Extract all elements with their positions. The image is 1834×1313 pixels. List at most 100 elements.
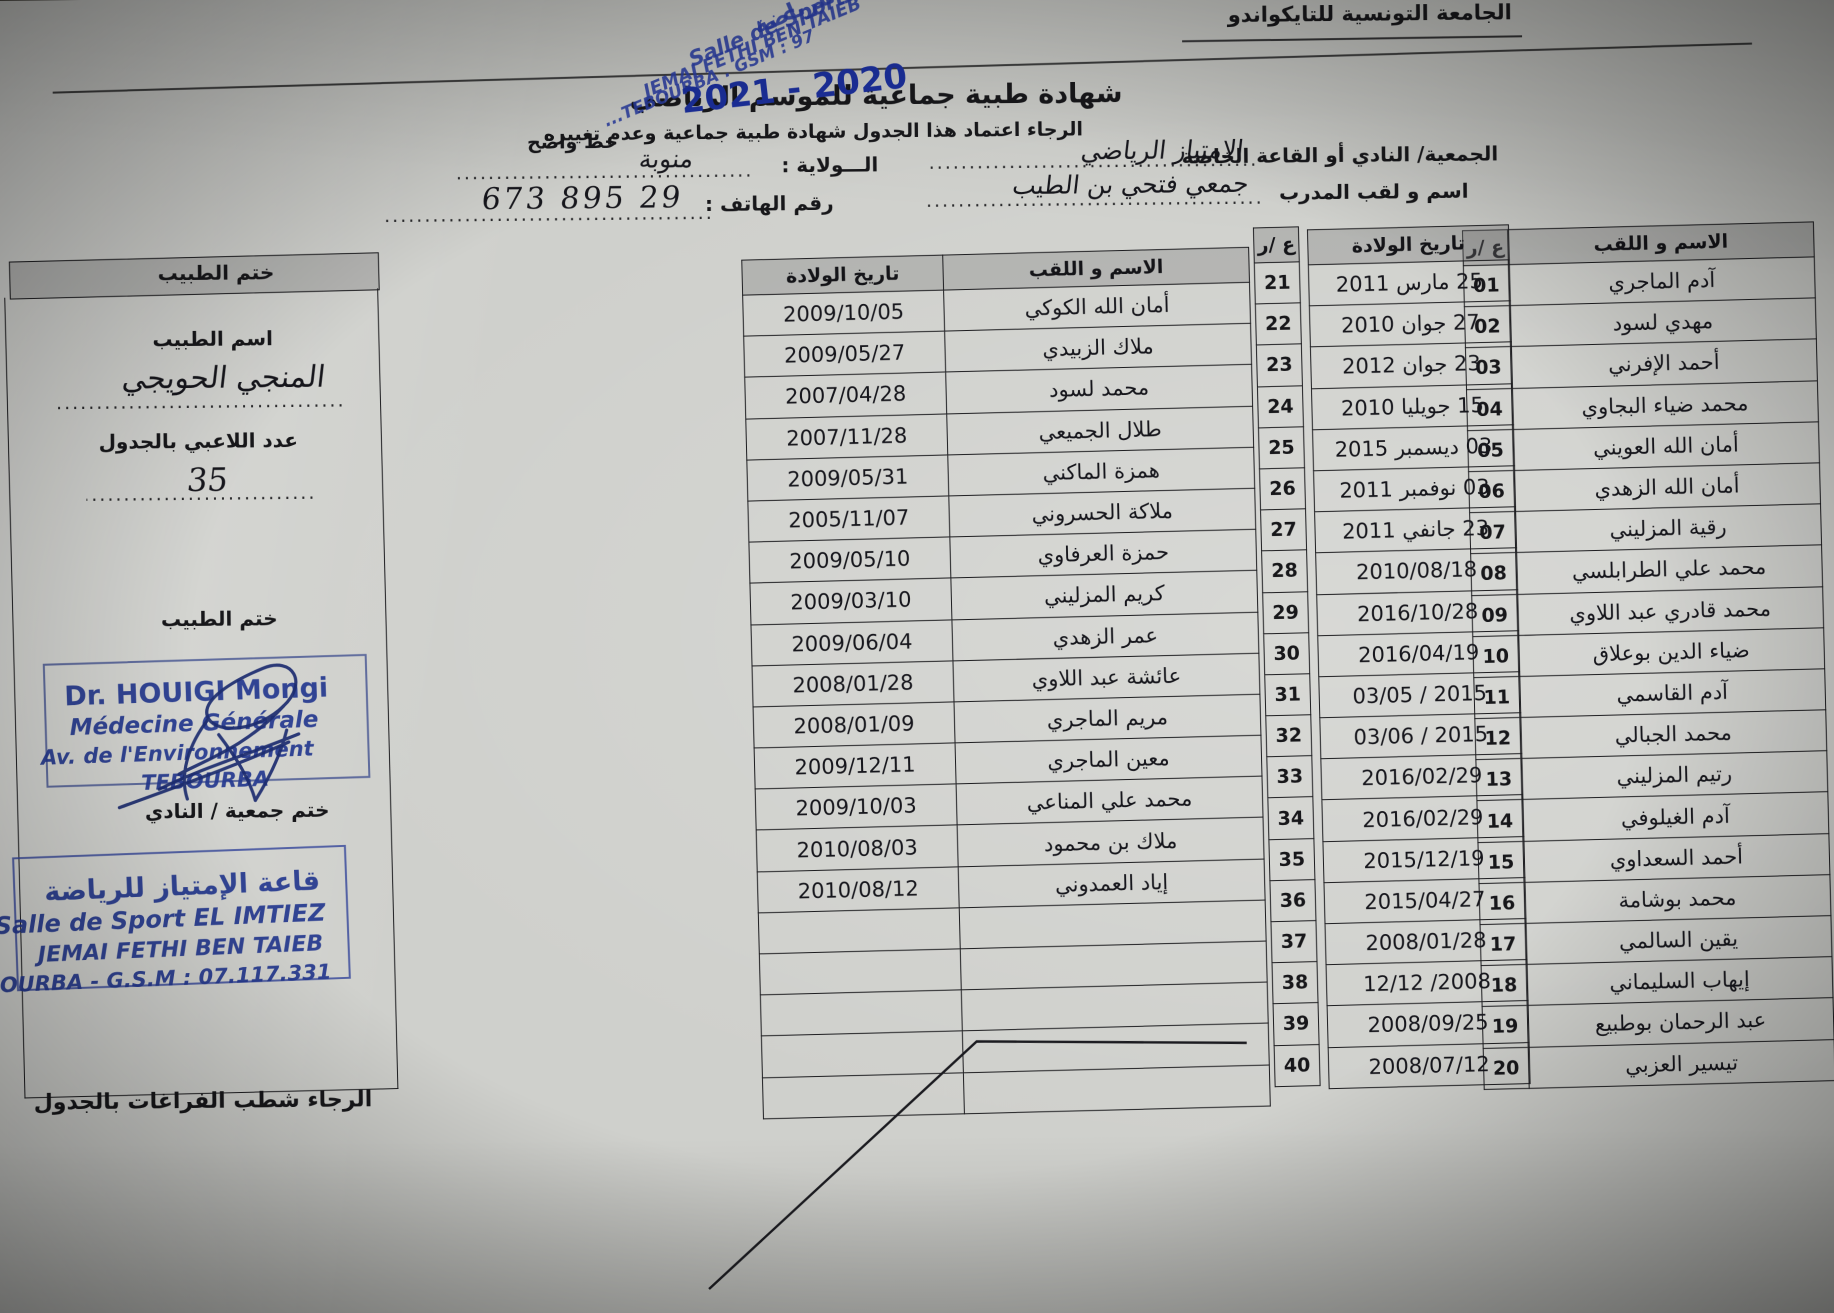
cell-number: 29 xyxy=(1262,591,1309,634)
player-count-value: 35 xyxy=(185,460,231,500)
table-row: 38 xyxy=(1272,961,1319,1005)
doctor-panel-header: ختم الطبيب xyxy=(157,260,275,286)
table-row: 32 xyxy=(1265,714,1312,758)
table-header-row-right-dates: تاريخ الولادة xyxy=(1307,224,1510,265)
cell-number: 36 xyxy=(1269,879,1316,922)
instruction-note: خط واضح xyxy=(526,130,619,154)
federation-title: الجامعة التونسية للتايكواندو xyxy=(1227,0,1512,27)
doctor-stamp-city: TEBOURBA xyxy=(140,766,270,796)
header-birth-right: تاريخ الولادة xyxy=(1307,224,1510,265)
table-row: 25 مارس 2011 xyxy=(1308,259,1511,307)
table-row: 2008/01/28 xyxy=(1325,918,1527,965)
table-row: 28 xyxy=(1261,550,1308,593)
cell-birthdate: 2010/08/03 xyxy=(756,825,959,872)
table-header-row-left-num: ع /ر xyxy=(1253,226,1300,263)
coach-value: جمعي فتحي بن الطيب xyxy=(1010,168,1251,201)
cell-birthdate: 23 جانفي 2011 xyxy=(1314,506,1517,554)
cell-birthdate xyxy=(759,948,962,996)
cell-number: 33 xyxy=(1266,755,1313,799)
cell-birthdate: 2015 / 03/05 xyxy=(1318,671,1521,718)
cell-birthdate: 23 جوان 2012 xyxy=(1310,342,1513,389)
table-row: 2008/ 12/12 xyxy=(1326,959,1529,1007)
club-stamp-label: ختم جمعية / النادي xyxy=(144,797,330,824)
federation-underline xyxy=(1182,35,1523,43)
cell-birthdate: 2009/06/04 xyxy=(750,619,953,666)
cell-birthdate: 2016/10/28 xyxy=(1316,589,1519,636)
cell-birthdate: 2009/05/10 xyxy=(748,537,951,584)
cell-number: 23 xyxy=(1256,344,1303,387)
phone-label: رقم الهاتف : xyxy=(704,190,834,217)
cell-number: 38 xyxy=(1272,961,1319,1005)
table-row: 2015/12/19 xyxy=(1322,836,1525,883)
cell-birthdate: 2008/01/28 xyxy=(1325,918,1527,965)
cell-birthdate: 2010/08/12 xyxy=(757,866,960,913)
table-row: 2016/02/29 xyxy=(1321,795,1524,842)
header-num-left: ع /ر xyxy=(1253,226,1300,263)
cell-birthdate: 2008/01/28 xyxy=(752,660,954,707)
cell-number: 32 xyxy=(1265,714,1312,758)
cell-birthdate: 03 ديسمبر 2015 xyxy=(1312,424,1515,471)
table-row: 15 جويليا 2010 xyxy=(1311,383,1514,430)
cell-number: 31 xyxy=(1264,673,1311,716)
cell-birthdate: 2016/04/19 xyxy=(1317,630,1520,677)
cell-birthdate: 03 نوفمبر 2011 xyxy=(1313,465,1516,512)
players-table-right-dates: تاريخ الولادة 25 مارس 2011 27 جوان 2010 23… xyxy=(1307,224,1531,1089)
cell-number: 34 xyxy=(1267,797,1314,840)
cell-birthdate: 2009/05/27 xyxy=(743,331,946,378)
table-row: 2010/08/18 xyxy=(1315,548,1518,595)
cell-birthdate: 2009/10/03 xyxy=(755,784,958,831)
table-row: 30 xyxy=(1263,632,1310,675)
table-row: 39 xyxy=(1273,1002,1320,1046)
table-row: 23 جانفي 2011 xyxy=(1314,506,1517,554)
table-row: 03 ديسمبر 2015 xyxy=(1312,424,1515,471)
cell-birthdate: 2008/01/09 xyxy=(753,701,956,749)
table-row: 24 xyxy=(1257,385,1304,428)
doctor-name-label: اسم الطبيب xyxy=(152,326,274,352)
table-row: تيسير العزبي 20 xyxy=(1483,1039,1834,1090)
cell-birthdate: 2009/05/31 xyxy=(746,454,949,501)
cell-number: 25 xyxy=(1258,426,1305,469)
cell-birthdate: 2015/12/19 xyxy=(1322,836,1525,883)
player-count-label: عدد اللاعبي بالجدول xyxy=(98,427,299,454)
table-row: 27 جوان 2010 xyxy=(1309,300,1512,348)
cell-birthdate: 2009/12/11 xyxy=(754,742,957,790)
doctor-stamp-label: ختم الطبيب xyxy=(160,606,278,632)
table-row: 37 xyxy=(1270,920,1317,963)
cell-name: تيسير العزبي xyxy=(1528,1039,1834,1089)
club-value: الامتياز الرياضي xyxy=(1079,134,1245,166)
table-row: 2015/04/27 xyxy=(1323,877,1526,924)
cell-birthdate: 2009/10/05 xyxy=(742,290,945,337)
cell-number: 39 xyxy=(1273,1002,1320,1046)
cell-birthdate: 2007/04/28 xyxy=(744,372,947,419)
cell-birthdate: 27 جوان 2010 xyxy=(1309,300,1512,348)
cell-birthdate xyxy=(761,1031,964,1078)
table-row: 22 xyxy=(1255,302,1302,346)
table-row: 40 xyxy=(1274,1044,1321,1087)
cell-number: 35 xyxy=(1268,838,1315,881)
players-table-left: الاسم و اللقب تاريخ الولادة أمان الله ال… xyxy=(741,247,1271,1119)
cell-birthdate: 25 مارس 2011 xyxy=(1308,259,1511,307)
cell-birthdate: 2008/07/12 xyxy=(1328,1042,1531,1089)
cell-birthdate: 2007/11/28 xyxy=(745,413,948,460)
footer-note: الرجاء شطب الفراغات بالجدول xyxy=(33,1087,373,1116)
table-row: 03 نوفمبر 2011 xyxy=(1313,465,1516,512)
cell-number: 37 xyxy=(1270,920,1317,963)
cell-number: 27 xyxy=(1260,508,1307,552)
coach-label: اسم و لقب المدرب xyxy=(1278,178,1469,205)
cell-birthdate: 2008/ 12/12 xyxy=(1326,959,1529,1007)
table-row: 31 xyxy=(1264,673,1311,716)
cell-number: 26 xyxy=(1259,467,1306,511)
table-row: 36 xyxy=(1269,879,1316,922)
table-row: 29 xyxy=(1262,591,1309,634)
cell-number: 21 xyxy=(1254,261,1301,305)
governorate-label: الـــولاية : xyxy=(781,152,879,178)
cell-number: 40 xyxy=(1274,1044,1321,1087)
cell-birthdate xyxy=(760,990,963,1037)
table-row: 21 xyxy=(1254,261,1301,305)
cell-name xyxy=(963,1064,1271,1114)
table-row: 26 xyxy=(1259,467,1306,511)
table-row: 2015 / 03/05 xyxy=(1318,671,1521,718)
table-row: 34 xyxy=(1267,797,1314,840)
